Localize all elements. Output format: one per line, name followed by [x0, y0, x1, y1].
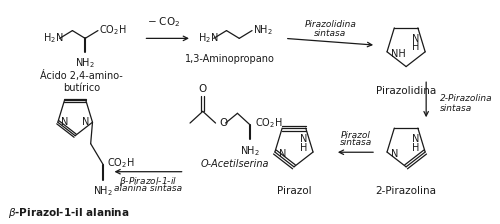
- Text: $-$ CO$_2$: $-$ CO$_2$: [147, 15, 180, 29]
- Text: N: N: [82, 117, 90, 127]
- Text: $\beta$-Pirazol-1-il alanina: $\beta$-Pirazol-1-il alanina: [8, 206, 130, 220]
- Text: N: N: [390, 149, 398, 159]
- Text: H: H: [412, 43, 420, 52]
- Text: Pirazolidina: Pirazolidina: [304, 20, 356, 29]
- Text: N: N: [60, 117, 68, 127]
- Text: N: N: [412, 134, 420, 144]
- Text: sintasa: sintasa: [440, 104, 472, 113]
- Text: N: N: [278, 149, 286, 159]
- Text: NH$_2$: NH$_2$: [75, 56, 95, 70]
- Text: CO$_2$H: CO$_2$H: [255, 116, 282, 130]
- Text: NH: NH: [390, 49, 406, 59]
- Text: sintasa: sintasa: [340, 138, 372, 147]
- Text: CO$_2$H: CO$_2$H: [107, 156, 134, 170]
- Text: Pirazolidina: Pirazolidina: [376, 86, 436, 96]
- Text: 1,3-Aminopropano: 1,3-Aminopropano: [185, 54, 275, 64]
- Text: 2-Pirazolina: 2-Pirazolina: [376, 186, 436, 196]
- Text: NH$_2$: NH$_2$: [94, 185, 114, 198]
- Text: O: O: [198, 84, 207, 94]
- Text: H: H: [300, 143, 308, 153]
- Text: alanina sintasa: alanina sintasa: [114, 184, 182, 193]
- Text: 2-Pirazolina: 2-Pirazolina: [440, 94, 492, 103]
- Text: H: H: [412, 143, 420, 153]
- Text: NH$_2$: NH$_2$: [240, 144, 260, 158]
- Text: Pirazol: Pirazol: [276, 186, 312, 196]
- Text: H$_2$N: H$_2$N: [43, 31, 64, 45]
- Text: sintasa: sintasa: [314, 29, 346, 38]
- Text: $\beta$-Pirazol-1-il: $\beta$-Pirazol-1-il: [119, 175, 177, 188]
- Text: Pirazol: Pirazol: [341, 131, 371, 140]
- Text: N: N: [300, 134, 308, 144]
- Text: H$_2$N: H$_2$N: [198, 31, 218, 45]
- Text: O: O: [219, 118, 228, 128]
- Text: Ácido 2,4-amino-
butírico: Ácido 2,4-amino- butírico: [40, 69, 123, 93]
- Text: CO$_2$H: CO$_2$H: [99, 24, 126, 37]
- Text: N: N: [412, 34, 420, 44]
- Text: O-Acetilserina: O-Acetilserina: [200, 159, 269, 169]
- Text: NH$_2$: NH$_2$: [253, 24, 273, 37]
